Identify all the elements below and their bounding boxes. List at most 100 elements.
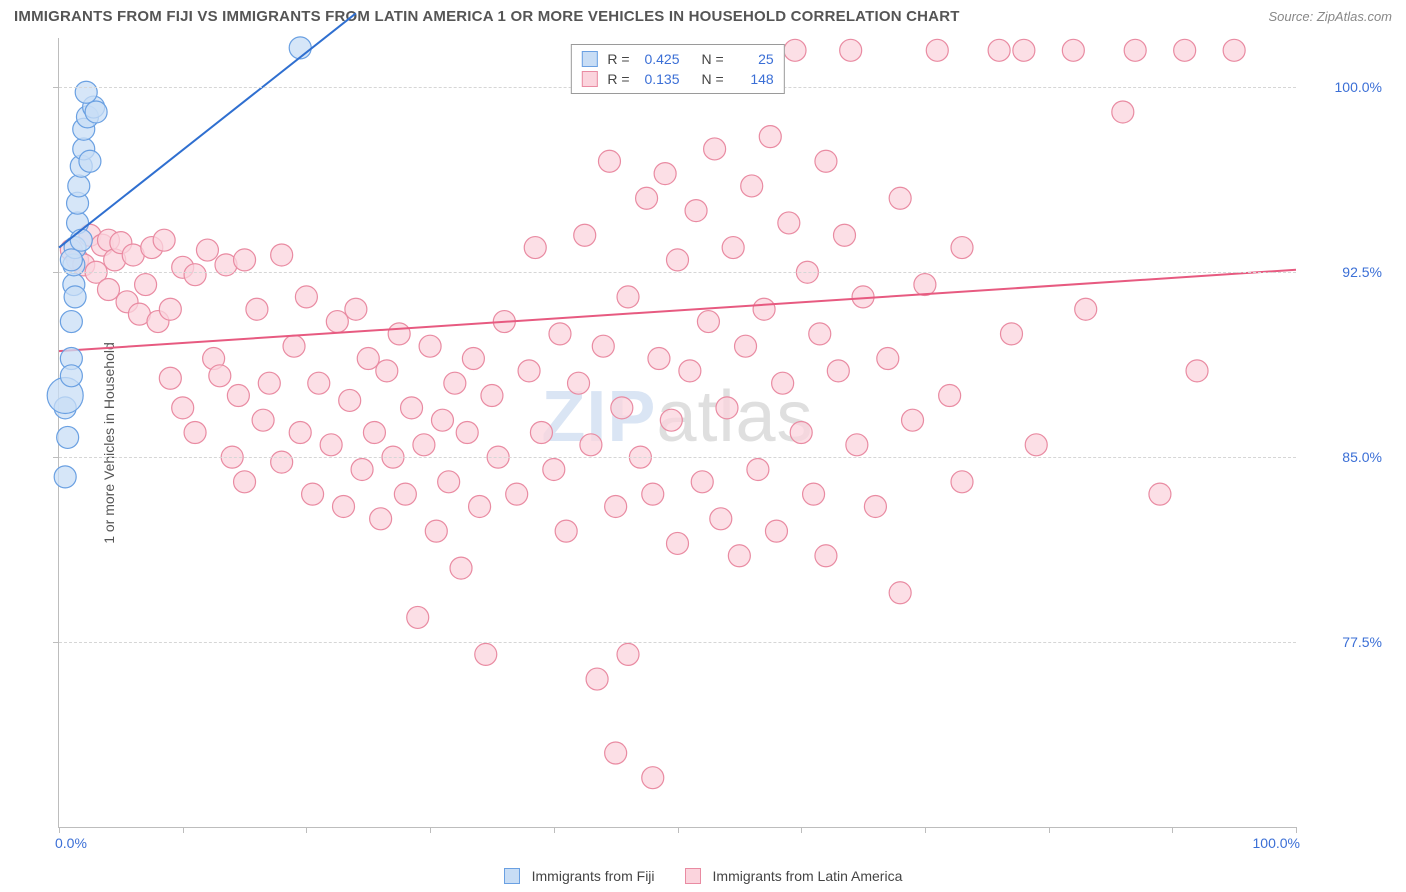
data-point [592,335,614,357]
bottom-legend: Immigrants from Fiji Immigrants from Lat… [0,868,1406,884]
data-point [889,582,911,604]
x-tick [925,827,926,833]
data-point [1149,483,1171,505]
data-point [765,520,787,542]
data-point [889,187,911,209]
data-point [815,150,837,172]
y-tick-label: 77.5% [1306,634,1382,650]
data-point [833,224,855,246]
data-point [283,335,305,357]
swatch-fiji-icon [504,868,520,884]
data-point [363,422,385,444]
data-point [271,244,293,266]
data-point [413,434,435,456]
data-point [759,126,781,148]
data-point [605,742,627,764]
data-point [60,365,82,387]
data-point [227,385,249,407]
scatter-svg [59,38,1296,827]
data-point [85,101,107,123]
y-tick-label: 100.0% [1306,79,1382,95]
data-point [827,360,849,382]
x-tick [430,827,431,833]
gridline [59,272,1296,273]
data-point [611,397,633,419]
data-point [159,367,181,389]
data-point [70,229,92,251]
bottom-legend-latin: Immigrants from Latin America [685,868,903,884]
data-point [772,372,794,394]
data-point [716,397,738,419]
data-point [333,495,355,517]
data-point [877,348,899,370]
swatch-latin [581,71,597,87]
data-point [481,385,503,407]
gridline [59,457,1296,458]
data-point [679,360,701,382]
n-label: N = [702,49,724,69]
data-point [234,249,256,271]
data-point [320,434,342,456]
data-point [252,409,274,431]
data-point [1186,360,1208,382]
data-point [555,520,577,542]
data-point [475,643,497,665]
data-point [741,175,763,197]
data-point [926,39,948,61]
data-point [302,483,324,505]
data-point [64,286,86,308]
data-point [617,286,639,308]
data-point [846,434,868,456]
data-point [68,175,90,197]
r-label: R = [607,69,629,89]
data-point [753,298,775,320]
data-point [308,372,330,394]
data-point [289,37,311,59]
data-point [710,508,732,530]
source-label: Source: ZipAtlas.com [1268,9,1392,24]
data-point [431,409,453,431]
data-point [939,385,961,407]
data-point [351,458,373,480]
data-point [271,451,293,473]
data-point [790,422,812,444]
data-point [1223,39,1245,61]
legend-label: Immigrants from Fiji [532,868,655,884]
data-point [153,229,175,251]
data-point [667,249,689,271]
data-point [469,495,491,517]
data-point [1000,323,1022,345]
x-tick [801,827,802,833]
plot-region: ZIPatlas R = 0.425 N = 25 R = 0.135 N = … [58,38,1296,828]
data-point [617,643,639,665]
correlation-legend: R = 0.425 N = 25 R = 0.135 N = 148 [570,44,784,94]
bottom-legend-fiji: Immigrants from Fiji [504,868,655,884]
data-point [598,150,620,172]
data-point [1112,101,1134,123]
trend-line [59,13,356,247]
data-point [518,360,540,382]
legend-row-latin: R = 0.135 N = 148 [581,69,773,89]
chart-title: IMMIGRANTS FROM FIJI VS IMMIGRANTS FROM … [14,8,960,25]
data-point [339,389,361,411]
data-point [697,311,719,333]
r-value-latin: 0.135 [636,69,680,89]
data-point [778,212,800,234]
y-tick [53,457,59,458]
data-point [258,372,280,394]
data-point [60,311,82,333]
data-point [1025,434,1047,456]
data-point [79,150,101,172]
y-tick [53,272,59,273]
data-point [654,163,676,185]
data-point [159,298,181,320]
data-point [438,471,460,493]
data-point [1062,39,1084,61]
data-point [574,224,596,246]
data-point [1013,39,1035,61]
data-point [951,471,973,493]
data-point [60,249,82,271]
data-point [642,483,664,505]
data-point [345,298,367,320]
data-point [784,39,806,61]
